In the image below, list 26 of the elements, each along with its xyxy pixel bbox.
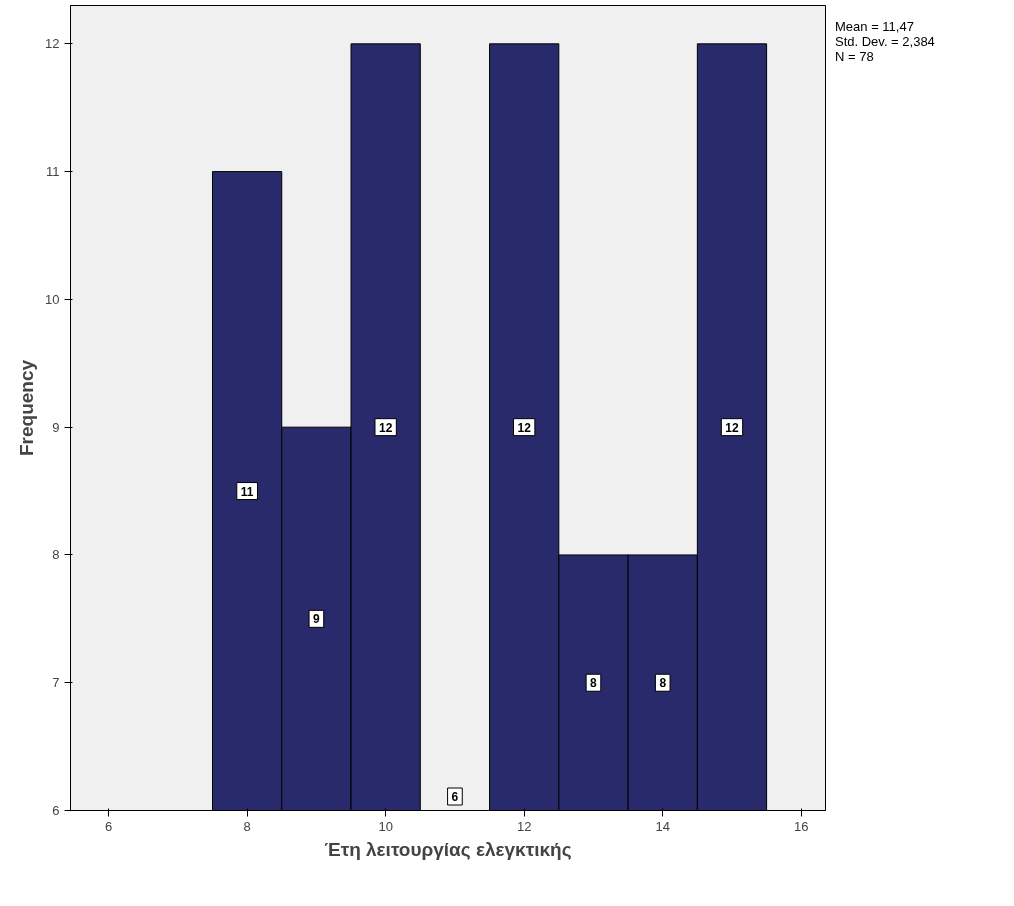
- data-label: 9: [313, 612, 321, 627]
- y-tick-label: 8: [52, 547, 60, 563]
- y-axis-title: Frequency: [16, 359, 38, 457]
- data-label: 8: [590, 676, 598, 691]
- x-tick-label: 12: [516, 818, 532, 834]
- y-tick-label: 6: [52, 803, 60, 818]
- y-tick-label: 9: [52, 419, 60, 435]
- y-tick-label: 10: [45, 291, 60, 307]
- data-label: 6: [451, 790, 459, 804]
- text: Mean = 11,47: [835, 19, 914, 34]
- y-tick-label: 11: [46, 164, 60, 180]
- text: N = 78: [835, 48, 874, 64]
- x-tick-label: 6: [104, 818, 113, 834]
- data-label: 12: [517, 420, 532, 435]
- y-tick-label: 12: [45, 36, 60, 52]
- x-tick-label: 8: [243, 818, 251, 834]
- data-label: 12: [725, 420, 739, 435]
- data-label: 8: [659, 676, 667, 691]
- y-tick-label: 7: [52, 675, 60, 691]
- data-label: 11: [240, 484, 254, 499]
- x-tick-label: 14: [655, 818, 670, 834]
- text: Std. Dev. = 2,384: [835, 33, 935, 49]
- x-axis-title: Έτη λειτουργίας ελεγκτικής: [324, 838, 572, 860]
- x-tick-label: 16: [794, 818, 809, 834]
- x-tick-label: 10: [378, 818, 393, 834]
- data-label: 12: [378, 420, 393, 435]
